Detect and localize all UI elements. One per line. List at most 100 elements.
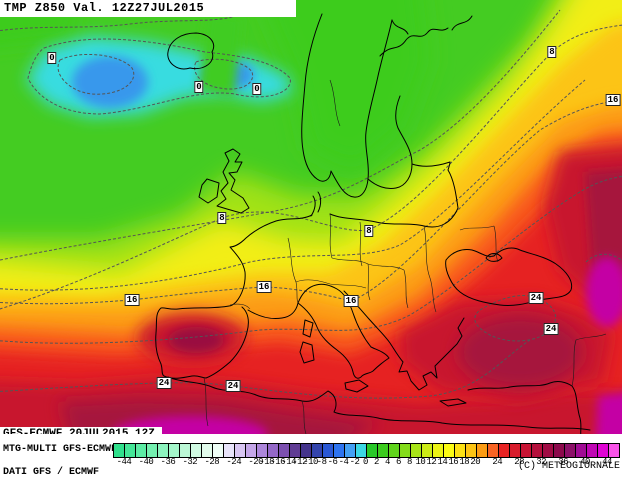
legend-cell [213, 444, 224, 457]
contour-label: 16 [256, 281, 272, 293]
footer: MTG-MULTI GFS-ECMWF -44 -40 -36 -32 -28 -24 -2… [0, 434, 622, 480]
legend-tick: -44 [116, 457, 132, 467]
legend-cell [114, 444, 125, 457]
legend-tick: -36 [160, 457, 176, 467]
legend-cell [323, 444, 334, 457]
legend-bar [113, 443, 620, 458]
legend-tick: -18 [259, 457, 275, 467]
legend-tick: 2 [374, 457, 379, 467]
country-borders [203, 79, 607, 434]
legend-tick: 4 [385, 457, 390, 467]
legend-cell [246, 444, 257, 457]
legend-cell [477, 444, 488, 457]
legend-cell [279, 444, 290, 457]
contour-label: 24 [156, 377, 172, 389]
legend-cell [587, 444, 598, 457]
data-source-label: DATI GFS / ECMWF [3, 467, 100, 478]
legend-tick: 16 [448, 457, 459, 467]
legend-cell [356, 444, 367, 457]
legend-tick: -8 [316, 457, 327, 467]
legend-cell [301, 444, 312, 457]
legend-cell [576, 444, 587, 457]
legend-cell [510, 444, 521, 457]
legend-tick: -10 [303, 457, 318, 467]
map-area: 0 0 0 8 8 8 16 16 16 16 24 24 24 24 TMP Z850 Val. 12Z… [0, 0, 622, 442]
field-blue-core-west [72, 56, 148, 108]
legend-cell [488, 444, 499, 457]
legend-cell [136, 444, 147, 457]
contour-label: 16 [605, 94, 621, 106]
legend-cell [334, 444, 345, 457]
legend-tick: 32 [536, 457, 547, 467]
contour-label: 16 [124, 294, 140, 306]
field-maroon-anatolia [458, 316, 582, 388]
legend-tick: 0 [363, 457, 368, 467]
temperature-map [0, 0, 622, 434]
field-green-streak-iceland [198, 12, 242, 98]
legend-cell [235, 444, 246, 457]
legend-tick: 24 [492, 457, 503, 467]
field-magenta-east [586, 257, 622, 327]
legend-tick: 10 [415, 457, 426, 467]
legend-cell [598, 444, 609, 457]
legend-cell [565, 444, 576, 457]
legend-cell [433, 444, 444, 457]
multi-model-label: MTG-MULTI GFS-ECMWF [3, 444, 118, 455]
legend-cell [554, 444, 565, 457]
contour-label: 16 [343, 295, 359, 307]
legend-tick: -12 [292, 457, 307, 467]
legend-cell [400, 444, 411, 457]
legend-labels: -44 -40 -36 -32 -28 -24 -20 -18 -16 -14 -12 -10 -8 -6… [113, 457, 618, 468]
legend-tick: 44 [602, 457, 612, 467]
contour-label: 8 [547, 46, 557, 58]
legend-cell [367, 444, 378, 457]
map-title: TMP Z850 Val. 12Z27JUL2015 [0, 0, 296, 17]
contour-label: 24 [528, 292, 544, 304]
legend-cell [521, 444, 532, 457]
legend-cell [378, 444, 389, 457]
legend-cell [389, 444, 400, 457]
copyright-label: (C) METEOGIORNALE [517, 461, 620, 472]
legend-cell [345, 444, 356, 457]
legend-tick: -28 [204, 457, 220, 467]
legend-cell [224, 444, 235, 457]
contour-label: 0 [194, 81, 204, 93]
legend-tick: -4 [338, 457, 349, 467]
legend-tick: 14 [437, 457, 448, 467]
legend-cell [466, 444, 477, 457]
legend-tick: -6 [327, 457, 338, 467]
contour-label: 8 [217, 212, 227, 224]
legend-cell [455, 444, 466, 457]
legend-tick: 18 [459, 457, 470, 467]
contour-label: 24 [225, 380, 241, 392]
legend-tick: -16 [270, 457, 286, 467]
legend-cell [444, 444, 455, 457]
legend-cell [532, 444, 543, 457]
field-magenta-corner [595, 392, 622, 434]
contour-label: 0 [252, 83, 262, 95]
legend-cell [180, 444, 191, 457]
legend-cell [191, 444, 202, 457]
legend-tick: 6 [395, 457, 401, 467]
legend-tick: -2 [349, 457, 360, 467]
legend-tick: -32 [182, 457, 198, 467]
legend-tick: -24 [226, 457, 242, 467]
legend-tick: 12 [426, 457, 437, 467]
legend-cell [499, 444, 510, 457]
legend-cell [290, 444, 301, 457]
legend-cell [422, 444, 433, 457]
legend-cell [257, 444, 268, 457]
field-maroon-east [585, 169, 622, 277]
contour-label: 24 [543, 323, 559, 335]
legend-cell [169, 444, 180, 457]
field-maroon-iberia-core [168, 327, 224, 353]
contour-label: 0 [47, 52, 57, 64]
legend-cell [543, 444, 554, 457]
legend-cell [125, 444, 136, 457]
legend-tick: 40 [580, 457, 590, 467]
legend-cell [158, 444, 169, 457]
legend-cell [268, 444, 279, 457]
legend-cell [609, 444, 619, 457]
contour-label: 8 [364, 225, 374, 237]
